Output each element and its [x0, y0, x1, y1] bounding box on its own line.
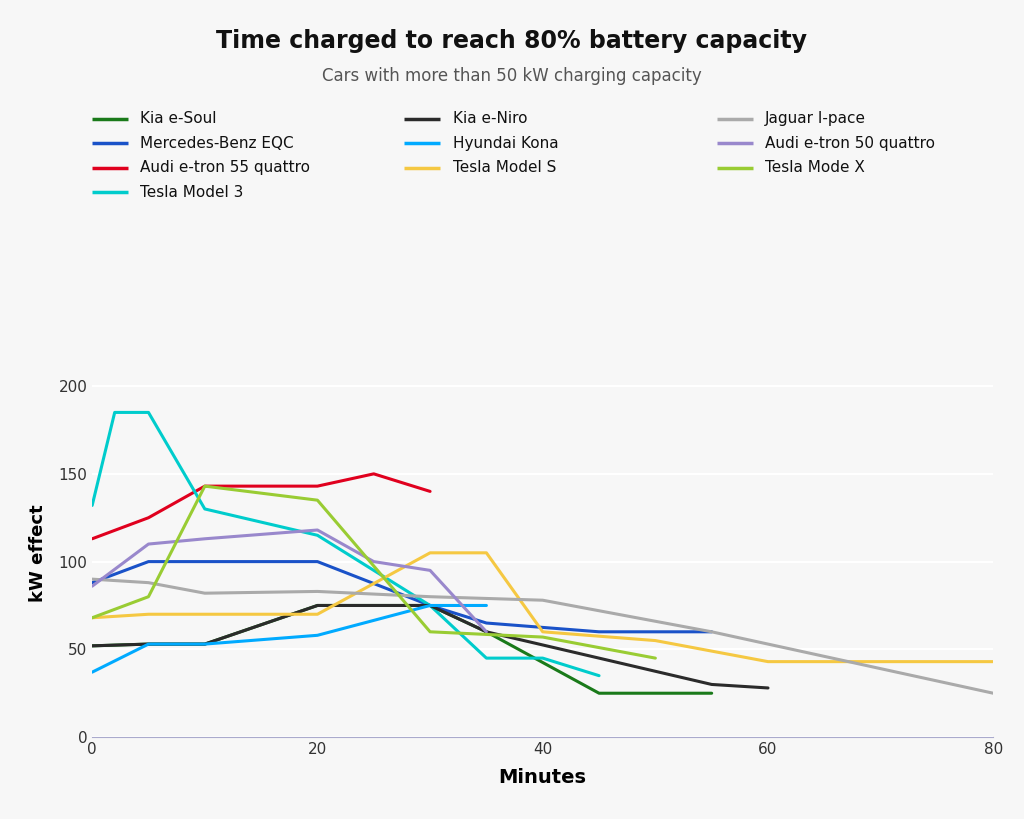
Text: Hyundai Kona: Hyundai Kona [453, 136, 558, 151]
Text: Kia e-Soul: Kia e-Soul [140, 111, 217, 126]
Text: Kia e-Niro: Kia e-Niro [453, 111, 527, 126]
Text: Tesla Model 3: Tesla Model 3 [140, 185, 244, 200]
Text: Mercedes-Benz EQC: Mercedes-Benz EQC [140, 136, 294, 151]
X-axis label: Minutes: Minutes [499, 768, 587, 787]
Text: Audi e-tron 55 quattro: Audi e-tron 55 quattro [140, 161, 310, 175]
Text: Jaguar I-pace: Jaguar I-pace [765, 111, 866, 126]
Text: Time charged to reach 80% battery capacity: Time charged to reach 80% battery capaci… [216, 29, 808, 52]
Y-axis label: kW effect: kW effect [30, 504, 47, 602]
Text: Tesla Mode X: Tesla Mode X [765, 161, 865, 175]
Text: Tesla Model S: Tesla Model S [453, 161, 556, 175]
Text: Audi e-tron 50 quattro: Audi e-tron 50 quattro [765, 136, 935, 151]
Text: Cars with more than 50 kW charging capacity: Cars with more than 50 kW charging capac… [323, 67, 701, 85]
